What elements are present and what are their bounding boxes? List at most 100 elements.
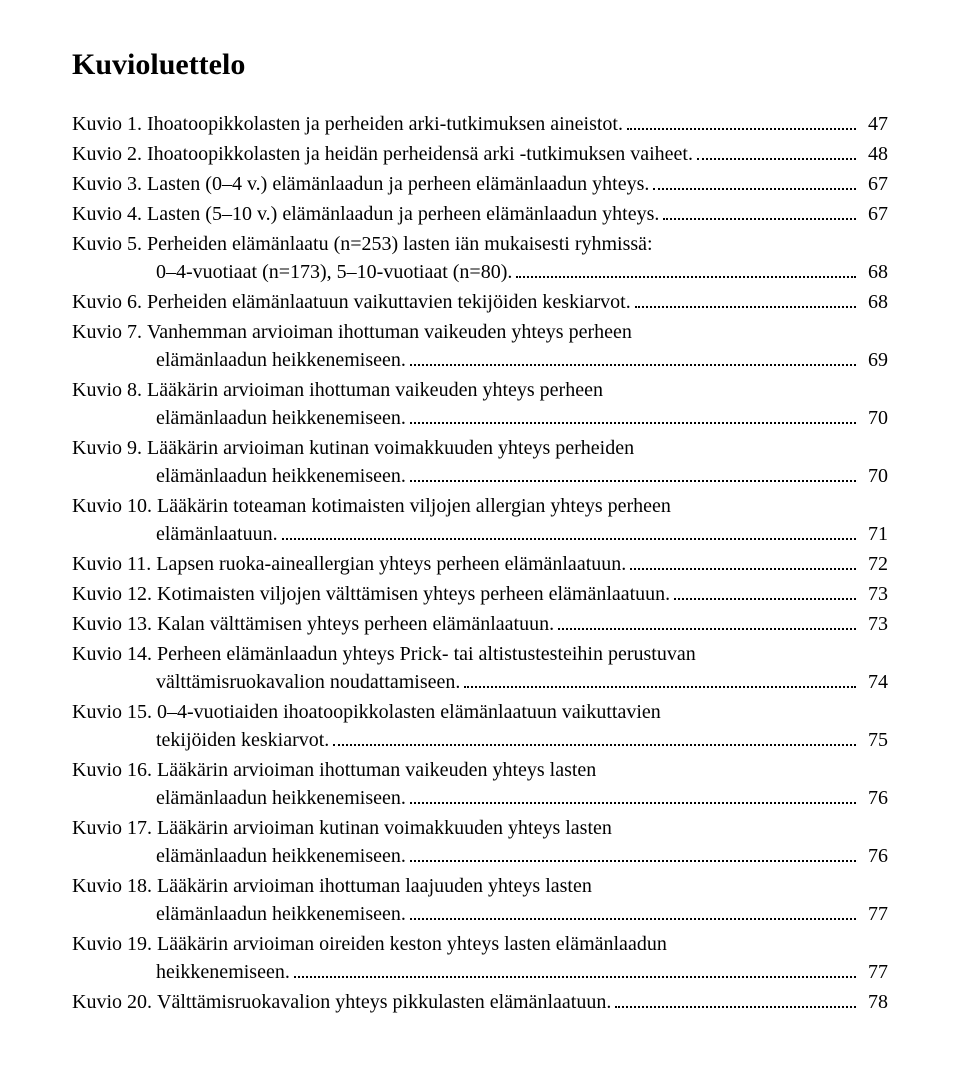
toc-entry-line2: elämänlaadun heikkenemiseen.77 xyxy=(72,900,888,928)
toc-entry-line2: elämänlaadun heikkenemiseen. 76 xyxy=(72,784,888,812)
toc-dot-leader xyxy=(333,728,856,746)
toc-page-number: 76 xyxy=(860,784,888,812)
toc-entry: Kuvio 4. Lasten (5–10 v.) elämänlaadun j… xyxy=(72,200,888,228)
toc-dot-leader xyxy=(410,786,856,804)
toc-list: Kuvio 1. Ihoatoopikkolasten ja perheiden… xyxy=(72,110,888,1016)
toc-entry-line: Kuvio 20. Välttämisruokavalion yhteys pi… xyxy=(72,988,888,1016)
toc-entry: Kuvio 13. Kalan välttämisen yhteys perhe… xyxy=(72,610,888,638)
toc-entry: Kuvio 11. Lapsen ruoka-aineallergian yht… xyxy=(72,550,888,578)
toc-entry-text: Kalan välttämisen yhteys perheen elämänl… xyxy=(157,610,554,638)
toc-entry-continuation: elämänlaadun heikkenemiseen. xyxy=(156,404,406,432)
toc-entry-line1: Kuvio 18. Lääkärin arvioiman ihottuman l… xyxy=(72,872,888,900)
toc-page-number: 72 xyxy=(860,550,888,578)
toc-dot-leader xyxy=(410,464,856,482)
toc-entry-label: Kuvio 15. xyxy=(72,698,157,726)
toc-entry-line1: Kuvio 15. 0–4-vuotiaiden ihoatoopikkolas… xyxy=(72,698,888,726)
toc-entry-text: Kotimaisten viljojen välttämisen yhteys … xyxy=(157,580,670,608)
toc-dot-leader xyxy=(635,290,856,308)
toc-entry: Kuvio 15. 0–4-vuotiaiden ihoatoopikkolas… xyxy=(72,698,888,754)
toc-entry-line2: välttämisruokavalion noudattamiseen. 74 xyxy=(72,668,888,696)
toc-dot-leader xyxy=(663,202,856,220)
toc-entry-text: Lasten (0–4 v.) elämänlaadun ja perheen … xyxy=(147,170,649,198)
toc-entry-text: Lääkärin arvioiman ihottuman vaikeuden y… xyxy=(157,756,596,784)
toc-entry-line1: Kuvio 8. Lääkärin arvioiman ihottuman va… xyxy=(72,376,888,404)
toc-entry-label: Kuvio 12. xyxy=(72,580,157,608)
toc-entry-line: Kuvio 12. Kotimaisten viljojen välttämis… xyxy=(72,580,888,608)
toc-entry-label: Kuvio 16. xyxy=(72,756,157,784)
toc-page-number: 70 xyxy=(860,462,888,490)
toc-entry: Kuvio 9. Lääkärin arvioiman kutinan voim… xyxy=(72,434,888,490)
toc-entry-line1: Kuvio 14. Perheen elämänlaadun yhteys Pr… xyxy=(72,640,888,668)
toc-page-number: 68 xyxy=(860,288,888,316)
toc-entry-line: Kuvio 13. Kalan välttämisen yhteys perhe… xyxy=(72,610,888,638)
toc-entry-text: Lääkärin toteaman kotimaisten viljojen a… xyxy=(157,492,671,520)
toc-page-number: 73 xyxy=(860,580,888,608)
toc-entry-label: Kuvio 3. xyxy=(72,170,147,198)
toc-entry-text: Lääkärin arvioiman kutinan voimakkuuden … xyxy=(157,814,612,842)
toc-dot-leader xyxy=(697,142,856,160)
toc-entry-continuation: tekijöiden keskiarvot. xyxy=(156,726,329,754)
toc-dot-leader xyxy=(615,990,856,1008)
toc-entry-text: Lääkärin arvioiman ihottuman laajuuden y… xyxy=(157,872,592,900)
toc-entry-label: Kuvio 10. xyxy=(72,492,157,520)
toc-entry-text: Perheen elämänlaadun yhteys Prick- tai a… xyxy=(157,640,696,668)
page-title: Kuvioluettelo xyxy=(72,48,888,82)
toc-page-number: 77 xyxy=(860,958,888,986)
toc-entry-continuation: elämänlaatuun. xyxy=(156,520,278,548)
toc-page-number: 48 xyxy=(860,140,888,168)
toc-page-number: 67 xyxy=(860,170,888,198)
toc-page-number: 74 xyxy=(860,668,888,696)
toc-entry-continuation: elämänlaadun heikkenemiseen. xyxy=(156,784,406,812)
toc-dot-leader xyxy=(294,960,856,978)
toc-entry: Kuvio 14. Perheen elämänlaadun yhteys Pr… xyxy=(72,640,888,696)
toc-dot-leader xyxy=(410,844,856,862)
toc-entry-text: Lasten (5–10 v.) elämänlaadun ja perheen… xyxy=(147,200,659,228)
page: Kuvioluettelo Kuvio 1. Ihoatoopikkolaste… xyxy=(0,0,960,1077)
toc-entry: Kuvio 17. Lääkärin arvioiman kutinan voi… xyxy=(72,814,888,870)
toc-entry-line1: Kuvio 17. Lääkärin arvioiman kutinan voi… xyxy=(72,814,888,842)
toc-entry-line: Kuvio 11. Lapsen ruoka-aineallergian yht… xyxy=(72,550,888,578)
toc-entry-line1: Kuvio 9. Lääkärin arvioiman kutinan voim… xyxy=(72,434,888,462)
toc-entry-text: Perheiden elämänlaatuun vaikuttavien tek… xyxy=(147,288,631,316)
toc-entry-text: Lapsen ruoka-aineallergian yhteys perhee… xyxy=(156,550,626,578)
toc-page-number: 67 xyxy=(860,200,888,228)
toc-entry-text: Lääkärin arvioiman kutinan voimakkuuden … xyxy=(147,434,634,462)
toc-entry-label: Kuvio 5. xyxy=(72,230,147,258)
toc-entry-line1: Kuvio 16. Lääkärin arvioiman ihottuman v… xyxy=(72,756,888,784)
toc-dot-leader xyxy=(410,406,856,424)
toc-entry-continuation: 0–4-vuotiaat (n=173), 5–10-vuotiaat (n=8… xyxy=(156,258,512,286)
toc-entry-label: Kuvio 1. xyxy=(72,110,147,138)
toc-entry-line1: Kuvio 10. Lääkärin toteaman kotimaisten … xyxy=(72,492,888,520)
toc-entry: Kuvio 2. Ihoatoopikkolasten ja heidän pe… xyxy=(72,140,888,168)
toc-dot-leader xyxy=(282,522,856,540)
toc-entry-label: Kuvio 2. xyxy=(72,140,147,168)
toc-entry-label: Kuvio 8. xyxy=(72,376,147,404)
toc-entry-line: Kuvio 6. Perheiden elämänlaatuun vaikutt… xyxy=(72,288,888,316)
toc-page-number: 71 xyxy=(860,520,888,548)
toc-entry: Kuvio 19. Lääkärin arvioiman oireiden ke… xyxy=(72,930,888,986)
toc-entry-line2: elämänlaadun heikkenemiseen.70 xyxy=(72,462,888,490)
toc-entry-line1: Kuvio 7. Vanhemman arvioiman ihottuman v… xyxy=(72,318,888,346)
toc-entry-label: Kuvio 4. xyxy=(72,200,147,228)
toc-page-number: 78 xyxy=(860,988,888,1016)
toc-dot-leader xyxy=(410,902,856,920)
toc-page-number: 75 xyxy=(860,726,888,754)
toc-entry: Kuvio 10. Lääkärin toteaman kotimaisten … xyxy=(72,492,888,548)
toc-entry-line: Kuvio 2. Ihoatoopikkolasten ja heidän pe… xyxy=(72,140,888,168)
toc-entry-line2: heikkenemiseen.77 xyxy=(72,958,888,986)
toc-entry-label: Kuvio 19. xyxy=(72,930,157,958)
toc-entry: Kuvio 18. Lääkärin arvioiman ihottuman l… xyxy=(72,872,888,928)
toc-entry-text: 0–4-vuotiaiden ihoatoopikkolasten elämän… xyxy=(157,698,661,726)
toc-entry-continuation: välttämisruokavalion noudattamiseen. xyxy=(156,668,460,696)
toc-entry-text: Perheiden elämänlaatu (n=253) lasten iän… xyxy=(147,230,653,258)
toc-entry-line: Kuvio 4. Lasten (5–10 v.) elämänlaadun j… xyxy=(72,200,888,228)
toc-entry-line: Kuvio 3. Lasten (0–4 v.) elämänlaadun ja… xyxy=(72,170,888,198)
toc-dot-leader xyxy=(653,172,856,190)
toc-entry-label: Kuvio 7. xyxy=(72,318,147,346)
toc-entry-line2: elämänlaadun heikkenemiseen.70 xyxy=(72,404,888,432)
toc-entry-label: Kuvio 18. xyxy=(72,872,157,900)
toc-entry: Kuvio 20. Välttämisruokavalion yhteys pi… xyxy=(72,988,888,1016)
toc-entry-text: Välttämisruokavalion yhteys pikkulasten … xyxy=(157,988,611,1016)
toc-entry-label: Kuvio 14. xyxy=(72,640,157,668)
toc-entry-line2: tekijöiden keskiarvot. 75 xyxy=(72,726,888,754)
